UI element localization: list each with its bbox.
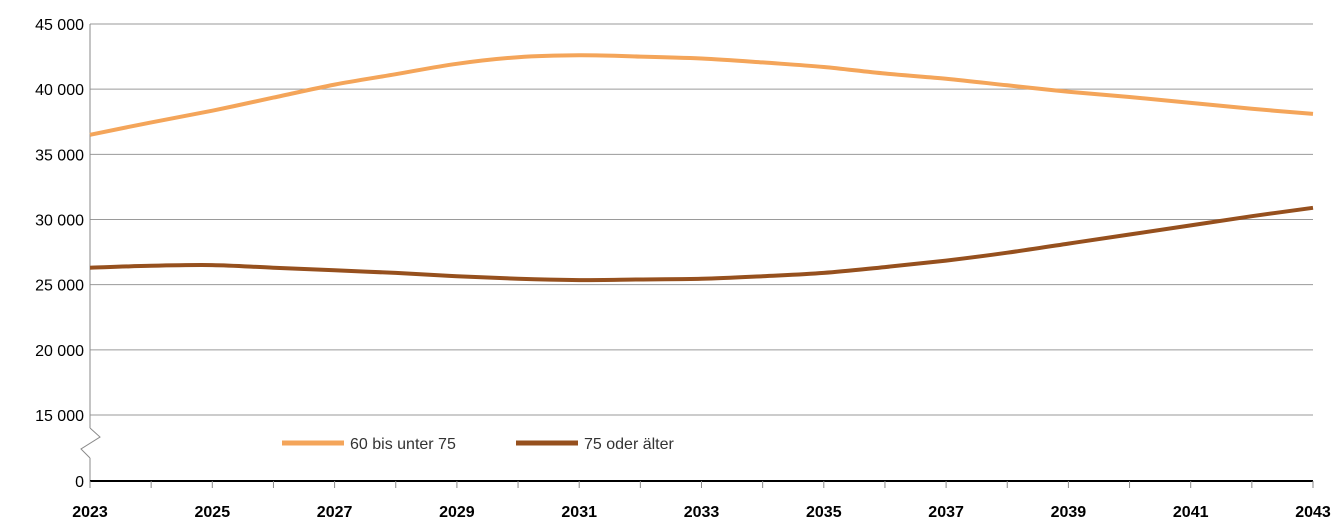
grid-lines xyxy=(90,23,1313,416)
axes xyxy=(80,24,1314,488)
x-tick-label: 2043 xyxy=(1295,504,1331,520)
series-lines xyxy=(89,53,1314,283)
x-tick-label: 2029 xyxy=(439,504,475,520)
series-line-2 xyxy=(89,205,1314,283)
legend-label: 60 bis unter 75 xyxy=(350,436,456,453)
legend-item: 60 bis unter 75 xyxy=(282,436,456,453)
y-tick-label: 30 000 xyxy=(35,213,84,230)
axis-break-icon xyxy=(80,427,101,459)
legend-item: 75 oder älter xyxy=(516,436,675,453)
legend: 60 bis unter 75 75 oder älter xyxy=(282,436,675,453)
x-tick-label: 2023 xyxy=(72,504,108,520)
y-tick-label: 15 000 xyxy=(35,408,84,425)
x-tick-label: 2041 xyxy=(1173,504,1209,520)
y-tick-labels: 0 15 000 20 000 25 000 30 000 35 000 40 000 45 … xyxy=(35,17,84,491)
series-line-1 xyxy=(89,53,1314,137)
y-tick-label: 0 xyxy=(75,474,84,491)
x-tick-labels: 2023 2025 2027 2029 2031 2033 2035 2037 2039 2041… xyxy=(72,504,1331,520)
y-tick-label: 40 000 xyxy=(35,82,84,99)
y-tick-label: 25 000 xyxy=(35,278,84,295)
y-tick-label: 20 000 xyxy=(35,343,84,360)
x-tick-label: 2035 xyxy=(806,504,842,520)
x-tick-label: 2037 xyxy=(928,504,964,520)
x-tick-label: 2027 xyxy=(317,504,353,520)
legend-label: 75 oder älter xyxy=(584,436,675,453)
y-tick-label: 45 000 xyxy=(35,17,84,34)
x-tick-label: 2031 xyxy=(561,504,597,520)
x-tick-label: 2025 xyxy=(195,504,231,520)
x-tick-label: 2033 xyxy=(684,504,720,520)
x-tick-label: 2039 xyxy=(1051,504,1087,520)
y-tick-label: 35 000 xyxy=(35,147,84,164)
